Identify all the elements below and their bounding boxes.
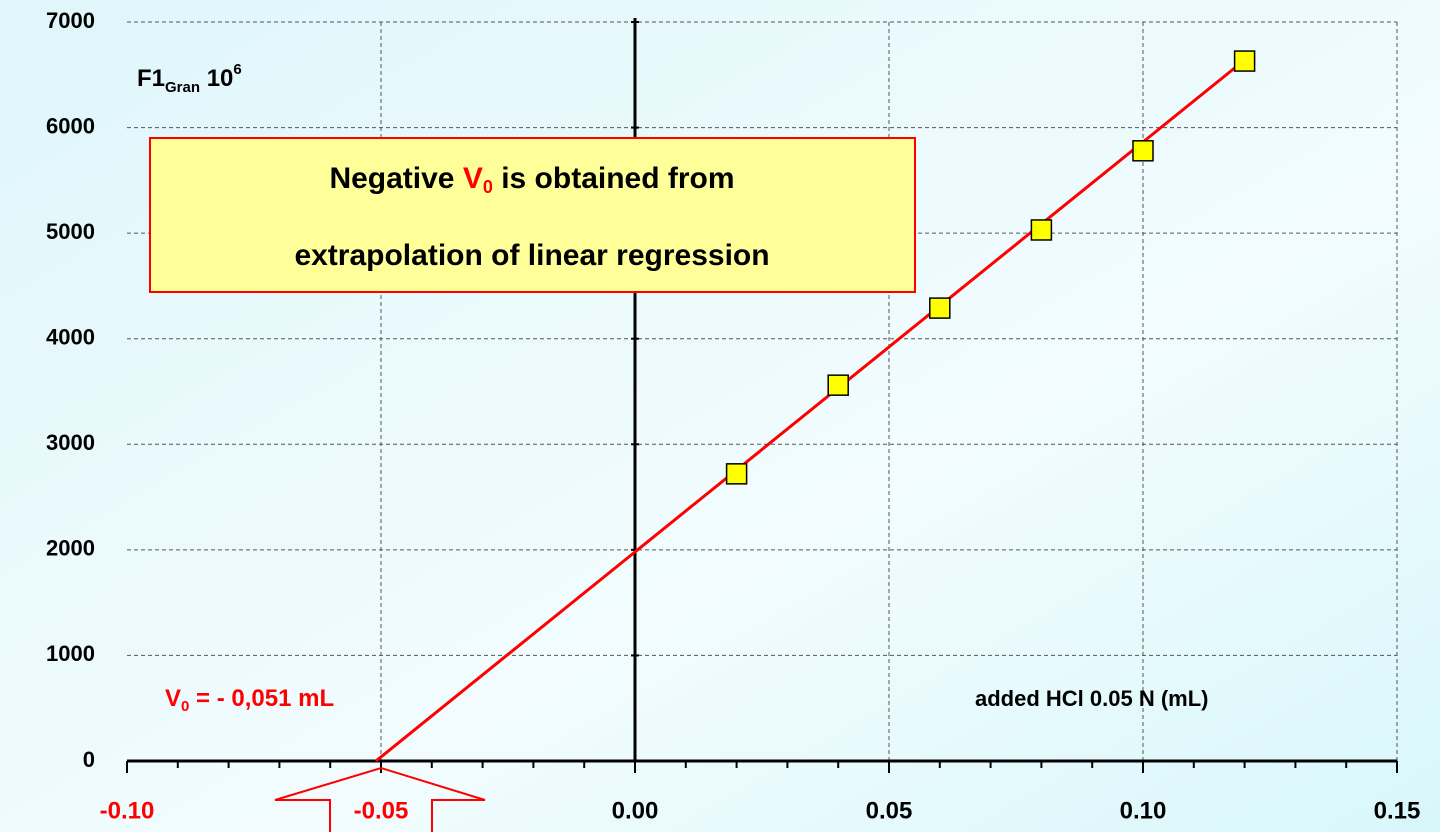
data-point — [725, 463, 748, 485]
y-label-main: F1 — [137, 65, 165, 92]
v0-sub: 0 — [181, 698, 189, 715]
y-label-sup: 6 — [233, 61, 241, 78]
v0-text: = - 0,051 mL — [189, 685, 334, 712]
x-tick-label: -0.05 — [354, 797, 409, 824]
y-tick-label: 0 — [83, 747, 95, 772]
x-tick-label: -0.10 — [100, 797, 155, 824]
data-point — [929, 297, 951, 319]
fit-line — [374, 58, 1246, 763]
x-tick-label: 0.00 — [612, 797, 659, 824]
y-label-sub: Gran — [165, 79, 200, 96]
annotation-line: Negative V0 is obtained from — [329, 162, 734, 197]
x-tick-label: 0.05 — [866, 797, 913, 824]
annotation-line: extrapolation of linear regression — [294, 239, 769, 272]
annotation-symbol-sub: 0 — [483, 177, 493, 197]
x-tick-label: 0.10 — [1120, 797, 1167, 824]
y-tick-label: 3000 — [46, 430, 95, 455]
y-tick-label: 5000 — [46, 219, 95, 244]
y-tick-label: 4000 — [46, 325, 95, 350]
y-axis-label: F1Gran 106 — [137, 61, 242, 96]
y-tick-label: 1000 — [46, 641, 95, 666]
annotation-text: Negative — [329, 162, 462, 195]
x-axis-label: added HCl 0.05 N (mL) — [975, 686, 1208, 711]
annotation-symbol: V — [463, 162, 483, 195]
y-tick-label: 6000 — [46, 113, 95, 138]
v0-symbol: V — [165, 685, 181, 712]
annotation-text: is obtained from — [493, 162, 735, 195]
v0-label: V0 = - 0,051 mL — [165, 685, 334, 715]
y-tick-label: 7000 — [46, 8, 95, 33]
plot — [126, 18, 1398, 773]
x-tick-label: 0.15 — [1374, 797, 1421, 824]
y-label-base: 10 — [200, 65, 233, 92]
data-point — [827, 374, 849, 396]
highlight-arrow — [274, 766, 486, 832]
data-point — [1132, 140, 1154, 162]
annotation-box — [149, 137, 916, 293]
y-tick-label: 2000 — [46, 536, 95, 561]
data-point — [1233, 50, 1256, 72]
data-point — [1030, 219, 1053, 241]
